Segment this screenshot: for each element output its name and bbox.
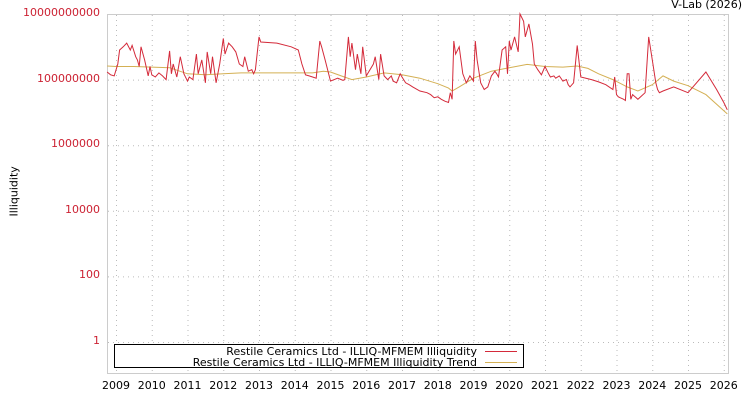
- x-tick-label: 2017: [388, 379, 416, 392]
- y-tick-label: 1000000: [51, 137, 100, 151]
- plot-frame: [107, 14, 729, 374]
- x-tick-label: 2025: [674, 379, 702, 392]
- y-tick-label: 10000000000: [23, 6, 100, 19]
- x-tick-label: 2009: [102, 379, 130, 392]
- legend-label-illiquidity: Restile Ceramics Ltd - ILLIQ-MFMEM Illiq…: [226, 345, 477, 358]
- legend-item-illiquidity: Restile Ceramics Ltd - ILLIQ-MFMEM Illiq…: [226, 345, 517, 358]
- x-tick-label: 2024: [638, 379, 667, 392]
- x-tick-label: 2010: [137, 379, 166, 392]
- legend-label-trend: Restile Ceramics Ltd - ILLIQ-MFMEM Illiq…: [192, 356, 477, 369]
- chart-legend: Restile Ceramics Ltd - ILLIQ-MFMEM Illiq…: [114, 344, 524, 369]
- chart-credit: V-Lab (2026): [671, 0, 742, 11]
- x-tick-label: 2019: [459, 379, 488, 392]
- y-tick-label: 10000: [65, 202, 100, 216]
- x-tick-label: 2016: [352, 379, 381, 392]
- y-tick-label: 100: [79, 268, 100, 282]
- gridlines: [108, 14, 728, 373]
- x-tick-label: 2021: [531, 379, 559, 392]
- legend-swatch-trend: [485, 362, 517, 363]
- x-tick-label: 2022: [566, 379, 595, 392]
- legend-item-trend: Restile Ceramics Ltd - ILLIQ-MFMEM Illiq…: [193, 356, 517, 369]
- x-tick-label: 2014: [280, 379, 309, 392]
- x-tick-label: 2020: [495, 379, 524, 392]
- y-tick-label: 100000000: [37, 71, 100, 85]
- illiquidity-line: [106, 12, 728, 111]
- x-tick-label: 2011: [173, 379, 202, 392]
- x-tick-label: 2026: [709, 379, 738, 392]
- y-tick-label: 1: [93, 334, 100, 347]
- trend-line: [107, 63, 728, 115]
- legend-swatch-illiquidity: [485, 351, 517, 352]
- x-tick-label: 2012: [209, 379, 238, 392]
- x-tick-label: 2023: [602, 379, 631, 392]
- x-tick-label: 2018: [423, 379, 452, 392]
- x-tick-label: 2013: [245, 379, 273, 392]
- x-tick-label: 2015: [316, 379, 345, 392]
